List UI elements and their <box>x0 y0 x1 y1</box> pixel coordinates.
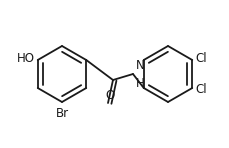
Text: Cl: Cl <box>194 53 206 66</box>
Text: Cl: Cl <box>194 82 206 95</box>
Text: N: N <box>135 59 144 72</box>
Text: HO: HO <box>17 53 35 66</box>
Text: H: H <box>135 77 144 90</box>
Text: O: O <box>105 89 114 102</box>
Text: Br: Br <box>55 107 68 120</box>
